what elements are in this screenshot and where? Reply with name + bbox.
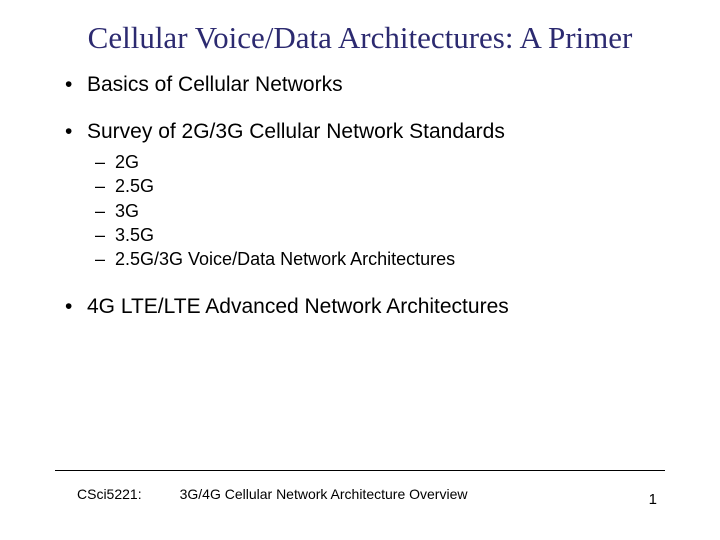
- list-item: Survey of 2G/3G Cellular Network Standar…: [65, 119, 665, 272]
- slide-title: Cellular Voice/Data Architectures: A Pri…: [55, 20, 665, 56]
- sub-list-item: 2.5G: [87, 174, 665, 198]
- slide-container: Cellular Voice/Data Architectures: A Pri…: [0, 0, 720, 540]
- footer-left: CSci5221: 3G/4G Cellular Network Archite…: [77, 486, 467, 502]
- bullet-text: Basics of Cellular Networks: [87, 73, 343, 96]
- slide-content: Basics of Cellular Networks Survey of 2G…: [55, 72, 665, 319]
- course-code: CSci5221:: [77, 486, 142, 502]
- list-item: Basics of Cellular Networks: [65, 72, 665, 97]
- sub-list-item: 3G: [87, 199, 665, 223]
- sub-bullet-text: 2.5G: [115, 176, 154, 196]
- list-item: 4G LTE/LTE Advanced Network Architecture…: [65, 294, 665, 319]
- slide-footer: CSci5221: 3G/4G Cellular Network Archite…: [55, 470, 665, 502]
- sub-list-item: 2.5G/3G Voice/Data Network Architectures: [87, 247, 665, 271]
- bullet-list: Basics of Cellular Networks Survey of 2G…: [65, 72, 665, 319]
- sub-list-item: 2G: [87, 150, 665, 174]
- sub-bullet-text: 3.5G: [115, 225, 154, 245]
- course-subtitle: 3G/4G Cellular Network Architecture Over…: [180, 486, 468, 502]
- sub-bullet-list: 2G 2.5G 3G 3.5G 2.5G/3G Voice/Data Netwo…: [87, 150, 665, 271]
- footer-content: CSci5221: 3G/4G Cellular Network Archite…: [55, 485, 665, 502]
- sub-bullet-text: 2.5G/3G Voice/Data Network Architectures: [115, 249, 455, 269]
- bullet-text: Survey of 2G/3G Cellular Network Standar…: [87, 120, 505, 143]
- footer-divider: [55, 470, 665, 471]
- sub-list-item: 3.5G: [87, 223, 665, 247]
- bullet-text: 4G LTE/LTE Advanced Network Architecture…: [87, 295, 509, 318]
- page-number: 1: [649, 491, 665, 508]
- sub-bullet-text: 3G: [115, 201, 139, 221]
- sub-bullet-text: 2G: [115, 152, 139, 172]
